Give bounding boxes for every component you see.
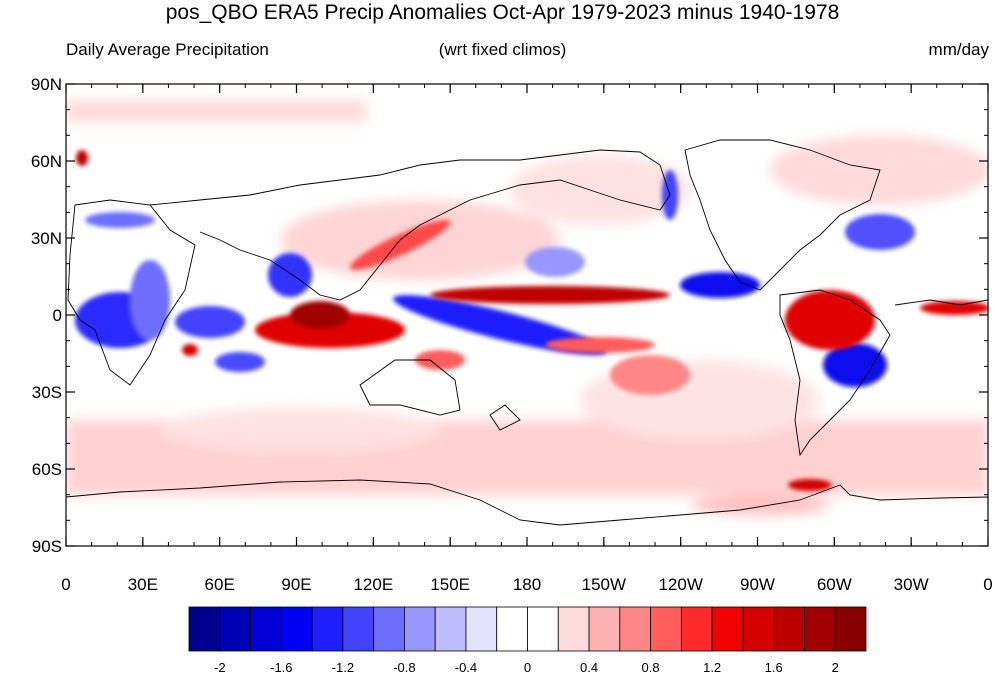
colorbar-label: -1.2 bbox=[332, 660, 354, 675]
colorbar-swatch bbox=[557, 606, 590, 652]
colorbar-label: 0.8 bbox=[642, 660, 660, 675]
lon-label: 30W bbox=[894, 575, 929, 594]
colorbar-swatch bbox=[650, 606, 682, 652]
colorbar-label: -0.8 bbox=[393, 660, 415, 675]
lon-label: 180 bbox=[513, 575, 541, 594]
axes: 90N 60N 30N 0 30S 60S 90S 0 30E 60E 90E 120E 150E 180… bbox=[31, 75, 993, 594]
lat-label: 60S bbox=[32, 460, 62, 479]
colorbar: -2 -1.6 -1.2 -0.8 -0.4 0 0.4 0.8 1.2 1.6 2 bbox=[188, 606, 867, 675]
colorbar-swatch bbox=[342, 606, 375, 652]
lon-label: 90W bbox=[740, 575, 775, 594]
colorbar-swatch bbox=[250, 606, 282, 652]
colorbar-swatch bbox=[280, 606, 313, 652]
lon-label: 60W bbox=[817, 575, 852, 594]
lat-label: 90N bbox=[31, 75, 62, 94]
chart-title: pos_QBO ERA5 Precip Anomalies Oct-Apr 19… bbox=[165, 1, 840, 24]
units-label: mm/day bbox=[928, 40, 989, 59]
colorbar-swatch bbox=[496, 606, 528, 652]
lon-label: 150W bbox=[582, 575, 626, 594]
colorbar-swatch bbox=[773, 606, 805, 652]
lon-label: 150E bbox=[430, 575, 470, 594]
colorbar-swatch bbox=[834, 606, 867, 652]
colorbar-swatch bbox=[527, 606, 559, 652]
lon-label: 120W bbox=[658, 575, 702, 594]
lat-label: 90S bbox=[32, 537, 62, 556]
lon-label: 90E bbox=[281, 575, 311, 594]
colorbar-label: 1.2 bbox=[703, 660, 721, 675]
lon-label: 30E bbox=[128, 575, 158, 594]
colorbar-swatch bbox=[434, 606, 467, 652]
coastlines bbox=[65, 139, 989, 526]
colorbar-label: 0.4 bbox=[580, 660, 598, 675]
colorbar-swatch bbox=[742, 606, 775, 652]
colorbar-swatch bbox=[804, 606, 836, 652]
colorbar-label: 2 bbox=[832, 660, 839, 675]
subtitle-left: Daily Average Precipitation bbox=[66, 40, 269, 59]
colorbar-label: -2 bbox=[214, 660, 226, 675]
lon-label: 0 bbox=[983, 575, 992, 594]
precip-anomaly-field bbox=[66, 100, 988, 515]
colorbar-swatch bbox=[588, 606, 621, 652]
subtitle-center: (wrt fixed climos) bbox=[438, 40, 567, 59]
colorbar-swatch bbox=[711, 606, 744, 652]
colorbar-swatch bbox=[219, 606, 251, 652]
lat-label: 30N bbox=[31, 229, 62, 248]
colorbar-swatch bbox=[188, 606, 221, 652]
lon-label: 0 bbox=[61, 575, 70, 594]
colorbar-swatch bbox=[404, 606, 436, 652]
lat-label: 60N bbox=[31, 152, 62, 171]
colorbar-label: 1.6 bbox=[765, 660, 783, 675]
lon-label: 60E bbox=[205, 575, 235, 594]
colorbar-swatch bbox=[465, 606, 498, 652]
colorbar-swatch bbox=[311, 606, 344, 652]
lon-label: 120E bbox=[353, 575, 393, 594]
colorbar-swatch bbox=[680, 606, 713, 652]
colorbar-label: -1.6 bbox=[270, 660, 292, 675]
colorbar-swatch bbox=[619, 606, 651, 652]
lat-label: 30S bbox=[32, 383, 62, 402]
lat-label: 0 bbox=[53, 306, 62, 325]
colorbar-swatch bbox=[373, 606, 405, 652]
colorbar-label: 0 bbox=[524, 660, 531, 675]
colorbar-label: -0.4 bbox=[455, 660, 477, 675]
